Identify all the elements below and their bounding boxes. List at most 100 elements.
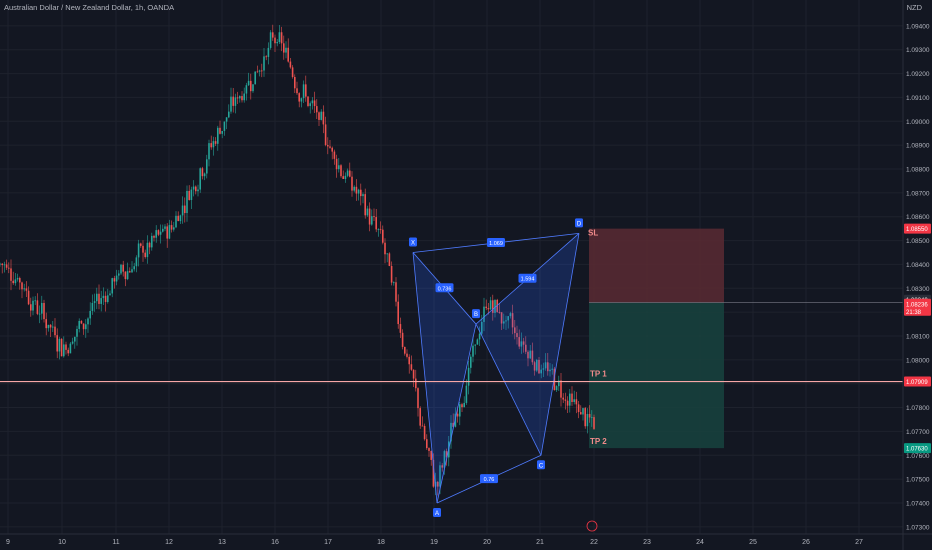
candle-body xyxy=(230,96,232,112)
candle-body xyxy=(206,159,208,174)
candle-body xyxy=(208,143,210,160)
candle-body xyxy=(113,278,116,282)
candle-body xyxy=(111,278,113,294)
candle-body xyxy=(153,235,155,238)
candle-body xyxy=(287,47,289,62)
candle-body xyxy=(417,388,419,409)
candle-body xyxy=(52,326,54,328)
candle-body xyxy=(170,225,173,230)
stop-loss-zone xyxy=(589,228,724,303)
pattern-ratio-box xyxy=(518,273,537,283)
candle-body xyxy=(131,269,133,273)
candle-body xyxy=(223,121,226,131)
y-tick-label: 1.07700 xyxy=(906,429,930,436)
candle-body xyxy=(313,100,316,107)
candle-body xyxy=(525,344,527,352)
candle-body xyxy=(472,345,474,357)
candle-body xyxy=(41,302,43,314)
candle-body xyxy=(188,190,190,200)
candle-body xyxy=(140,243,142,246)
candle-body xyxy=(54,326,56,336)
candle-body xyxy=(258,70,261,72)
x-tick-label: 18 xyxy=(377,539,385,546)
y-tick-label: 1.07500 xyxy=(906,477,930,484)
candle-body xyxy=(412,369,415,379)
x-tick-label: 21 xyxy=(536,539,544,546)
candle-body xyxy=(395,282,397,302)
candle-body xyxy=(71,341,74,344)
candle-body xyxy=(5,264,8,268)
candle-body xyxy=(569,393,571,406)
pattern-point-c xyxy=(537,460,545,470)
candle-body xyxy=(107,295,109,302)
candle-body xyxy=(406,353,408,357)
candle-body xyxy=(489,300,492,310)
candle-body xyxy=(494,299,496,313)
candle-body xyxy=(329,146,331,148)
candlestick-series xyxy=(0,24,595,496)
y-tick-label: 1.09000 xyxy=(906,119,930,126)
time-axis[interactable]: 9 10 11 12 13 16 17 18 19 20 21 22 23 24 25 26 27 xyxy=(0,533,932,546)
candle-body xyxy=(89,310,91,319)
candle-body xyxy=(217,127,219,144)
candle-body xyxy=(580,412,582,415)
candle-body xyxy=(285,47,287,53)
candle-body xyxy=(195,186,197,192)
candle-body xyxy=(547,362,549,372)
candle-body xyxy=(553,368,556,391)
candle-body xyxy=(516,333,518,338)
candle-body xyxy=(126,271,129,280)
x-tick-label: 22 xyxy=(590,539,598,546)
candle-body xyxy=(355,186,358,194)
candle-body xyxy=(14,279,17,284)
candle-body xyxy=(335,158,338,170)
candle-body xyxy=(555,386,558,391)
candle-body xyxy=(364,194,366,216)
candle-body xyxy=(509,313,512,317)
candle-body xyxy=(245,85,248,94)
candle-body xyxy=(439,465,441,487)
candle-body xyxy=(45,319,47,329)
candle-body xyxy=(96,293,98,302)
candle-body xyxy=(437,481,439,487)
candle-body xyxy=(210,143,212,148)
candle-body xyxy=(137,243,140,258)
pattern-triangle-bcd xyxy=(476,233,579,456)
candle-body xyxy=(399,324,402,333)
candle-body xyxy=(122,264,124,272)
candle-body xyxy=(432,459,435,487)
price-axis[interactable]: 1.09400 1.09300 1.09200 1.09100 1.09000 1.089… xyxy=(902,0,930,550)
candle-body xyxy=(507,316,509,321)
candle-body xyxy=(459,404,461,417)
candle-body xyxy=(428,448,430,451)
candle-body xyxy=(3,264,6,266)
candle-body xyxy=(538,359,540,374)
candle-body xyxy=(32,300,34,311)
candle-body xyxy=(487,308,490,310)
candle-body xyxy=(243,93,245,101)
pattern-ratio-box xyxy=(480,474,498,484)
candle-body xyxy=(522,341,525,345)
tp2-price-tag xyxy=(904,443,931,454)
candle-body xyxy=(445,451,448,458)
candle-body xyxy=(322,111,325,125)
candle-body xyxy=(278,32,281,43)
x-tick-label: 27 xyxy=(855,539,863,546)
candle-body xyxy=(120,264,122,274)
candle-body xyxy=(276,42,278,44)
candle-body xyxy=(115,275,118,282)
candle-body xyxy=(16,278,19,280)
candle-body xyxy=(102,295,105,299)
sl-price-tag xyxy=(904,223,931,234)
candle-body xyxy=(461,404,463,408)
candle-body xyxy=(63,344,65,357)
candle-body xyxy=(168,225,171,239)
candle-body xyxy=(542,368,545,370)
candle-body xyxy=(584,408,586,427)
lightning-icon xyxy=(586,520,598,532)
candle-body xyxy=(247,80,250,86)
harmonic-pattern[interactable]: X A B C D 0.736 1.069 1.594 0.76 xyxy=(409,218,583,517)
tp1-label: TP 1 xyxy=(590,370,607,379)
